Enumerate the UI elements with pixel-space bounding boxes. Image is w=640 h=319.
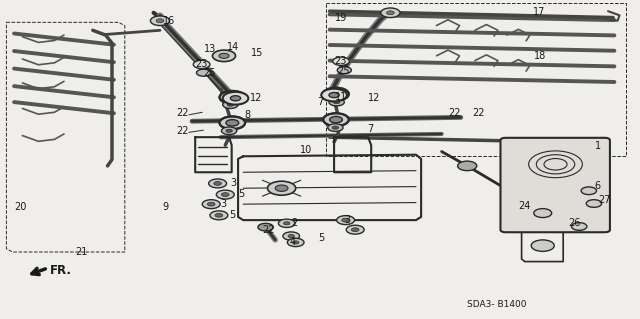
Text: 4: 4 (289, 237, 296, 248)
Text: 24: 24 (518, 201, 531, 211)
Text: 3: 3 (344, 215, 351, 225)
Text: 16: 16 (163, 16, 175, 26)
Text: 6: 6 (594, 181, 600, 191)
Text: 22: 22 (472, 108, 485, 118)
Circle shape (581, 187, 596, 195)
Circle shape (328, 124, 343, 131)
Circle shape (221, 127, 237, 135)
Circle shape (287, 238, 304, 247)
Circle shape (458, 161, 477, 171)
Circle shape (221, 193, 229, 197)
Text: 3: 3 (230, 178, 237, 189)
Circle shape (150, 16, 170, 26)
Text: 27: 27 (598, 195, 611, 205)
Circle shape (337, 67, 351, 74)
Text: 22: 22 (262, 225, 275, 235)
Circle shape (227, 103, 234, 106)
Circle shape (329, 98, 344, 106)
Circle shape (323, 113, 349, 126)
Circle shape (284, 222, 290, 225)
Circle shape (223, 92, 248, 105)
Text: 9: 9 (163, 202, 169, 212)
Circle shape (216, 190, 234, 199)
Circle shape (226, 120, 239, 126)
Circle shape (230, 96, 241, 101)
Text: FR.: FR. (50, 264, 72, 277)
Text: 18: 18 (534, 51, 547, 61)
Circle shape (387, 11, 394, 15)
Text: 22: 22 (448, 108, 461, 118)
Circle shape (226, 129, 232, 132)
Circle shape (321, 89, 347, 101)
Circle shape (220, 116, 245, 129)
Text: 17: 17 (532, 7, 545, 17)
Circle shape (207, 202, 215, 206)
Circle shape (283, 232, 300, 240)
Circle shape (215, 213, 223, 217)
Text: 13: 13 (204, 44, 216, 55)
Circle shape (212, 50, 236, 62)
Text: 15: 15 (251, 48, 263, 58)
Circle shape (337, 216, 355, 225)
Text: 2: 2 (291, 218, 298, 228)
Circle shape (278, 219, 295, 227)
Text: 23: 23 (195, 59, 207, 69)
Circle shape (333, 57, 349, 65)
Circle shape (226, 94, 239, 100)
Circle shape (572, 223, 587, 230)
Text: 14: 14 (227, 42, 239, 52)
Text: 5: 5 (229, 210, 236, 220)
Circle shape (193, 60, 210, 69)
Text: 7: 7 (317, 97, 324, 107)
Circle shape (323, 88, 349, 100)
Text: 5: 5 (318, 233, 324, 243)
Circle shape (258, 223, 273, 231)
Text: 21: 21 (76, 247, 88, 257)
Text: 5: 5 (238, 189, 244, 199)
Text: 22: 22 (176, 108, 189, 118)
Circle shape (330, 91, 342, 97)
Circle shape (342, 218, 349, 222)
Circle shape (156, 19, 164, 23)
Text: 20: 20 (14, 202, 26, 212)
Circle shape (268, 181, 296, 195)
Circle shape (531, 240, 554, 251)
Text: 25: 25 (204, 68, 216, 78)
Text: 8: 8 (244, 110, 251, 120)
Text: 12: 12 (368, 93, 380, 103)
Circle shape (330, 116, 342, 123)
FancyBboxPatch shape (500, 138, 610, 232)
Circle shape (346, 225, 364, 234)
Circle shape (220, 91, 245, 104)
Circle shape (381, 8, 400, 18)
Text: 23: 23 (334, 56, 346, 66)
Circle shape (223, 101, 238, 108)
Circle shape (329, 93, 339, 98)
Circle shape (534, 209, 552, 218)
Text: SDA3- B1400: SDA3- B1400 (467, 300, 527, 309)
Circle shape (332, 126, 339, 129)
Text: 22: 22 (176, 126, 189, 136)
Text: 1: 1 (595, 141, 602, 151)
Text: 3: 3 (221, 199, 227, 209)
Text: 10: 10 (300, 145, 312, 155)
Circle shape (333, 100, 340, 104)
Circle shape (292, 241, 299, 244)
Text: 12: 12 (250, 93, 262, 103)
Text: 7: 7 (367, 124, 373, 134)
Circle shape (275, 185, 288, 191)
Text: 19: 19 (335, 12, 348, 23)
Circle shape (214, 182, 221, 185)
Circle shape (288, 234, 294, 238)
Circle shape (219, 53, 229, 58)
Circle shape (196, 69, 211, 76)
Circle shape (210, 211, 228, 220)
Circle shape (209, 179, 227, 188)
Circle shape (351, 228, 359, 232)
Text: 11: 11 (335, 92, 347, 102)
Circle shape (202, 200, 220, 209)
Circle shape (586, 200, 602, 207)
Text: 26: 26 (568, 218, 580, 228)
Text: 25: 25 (337, 66, 350, 76)
